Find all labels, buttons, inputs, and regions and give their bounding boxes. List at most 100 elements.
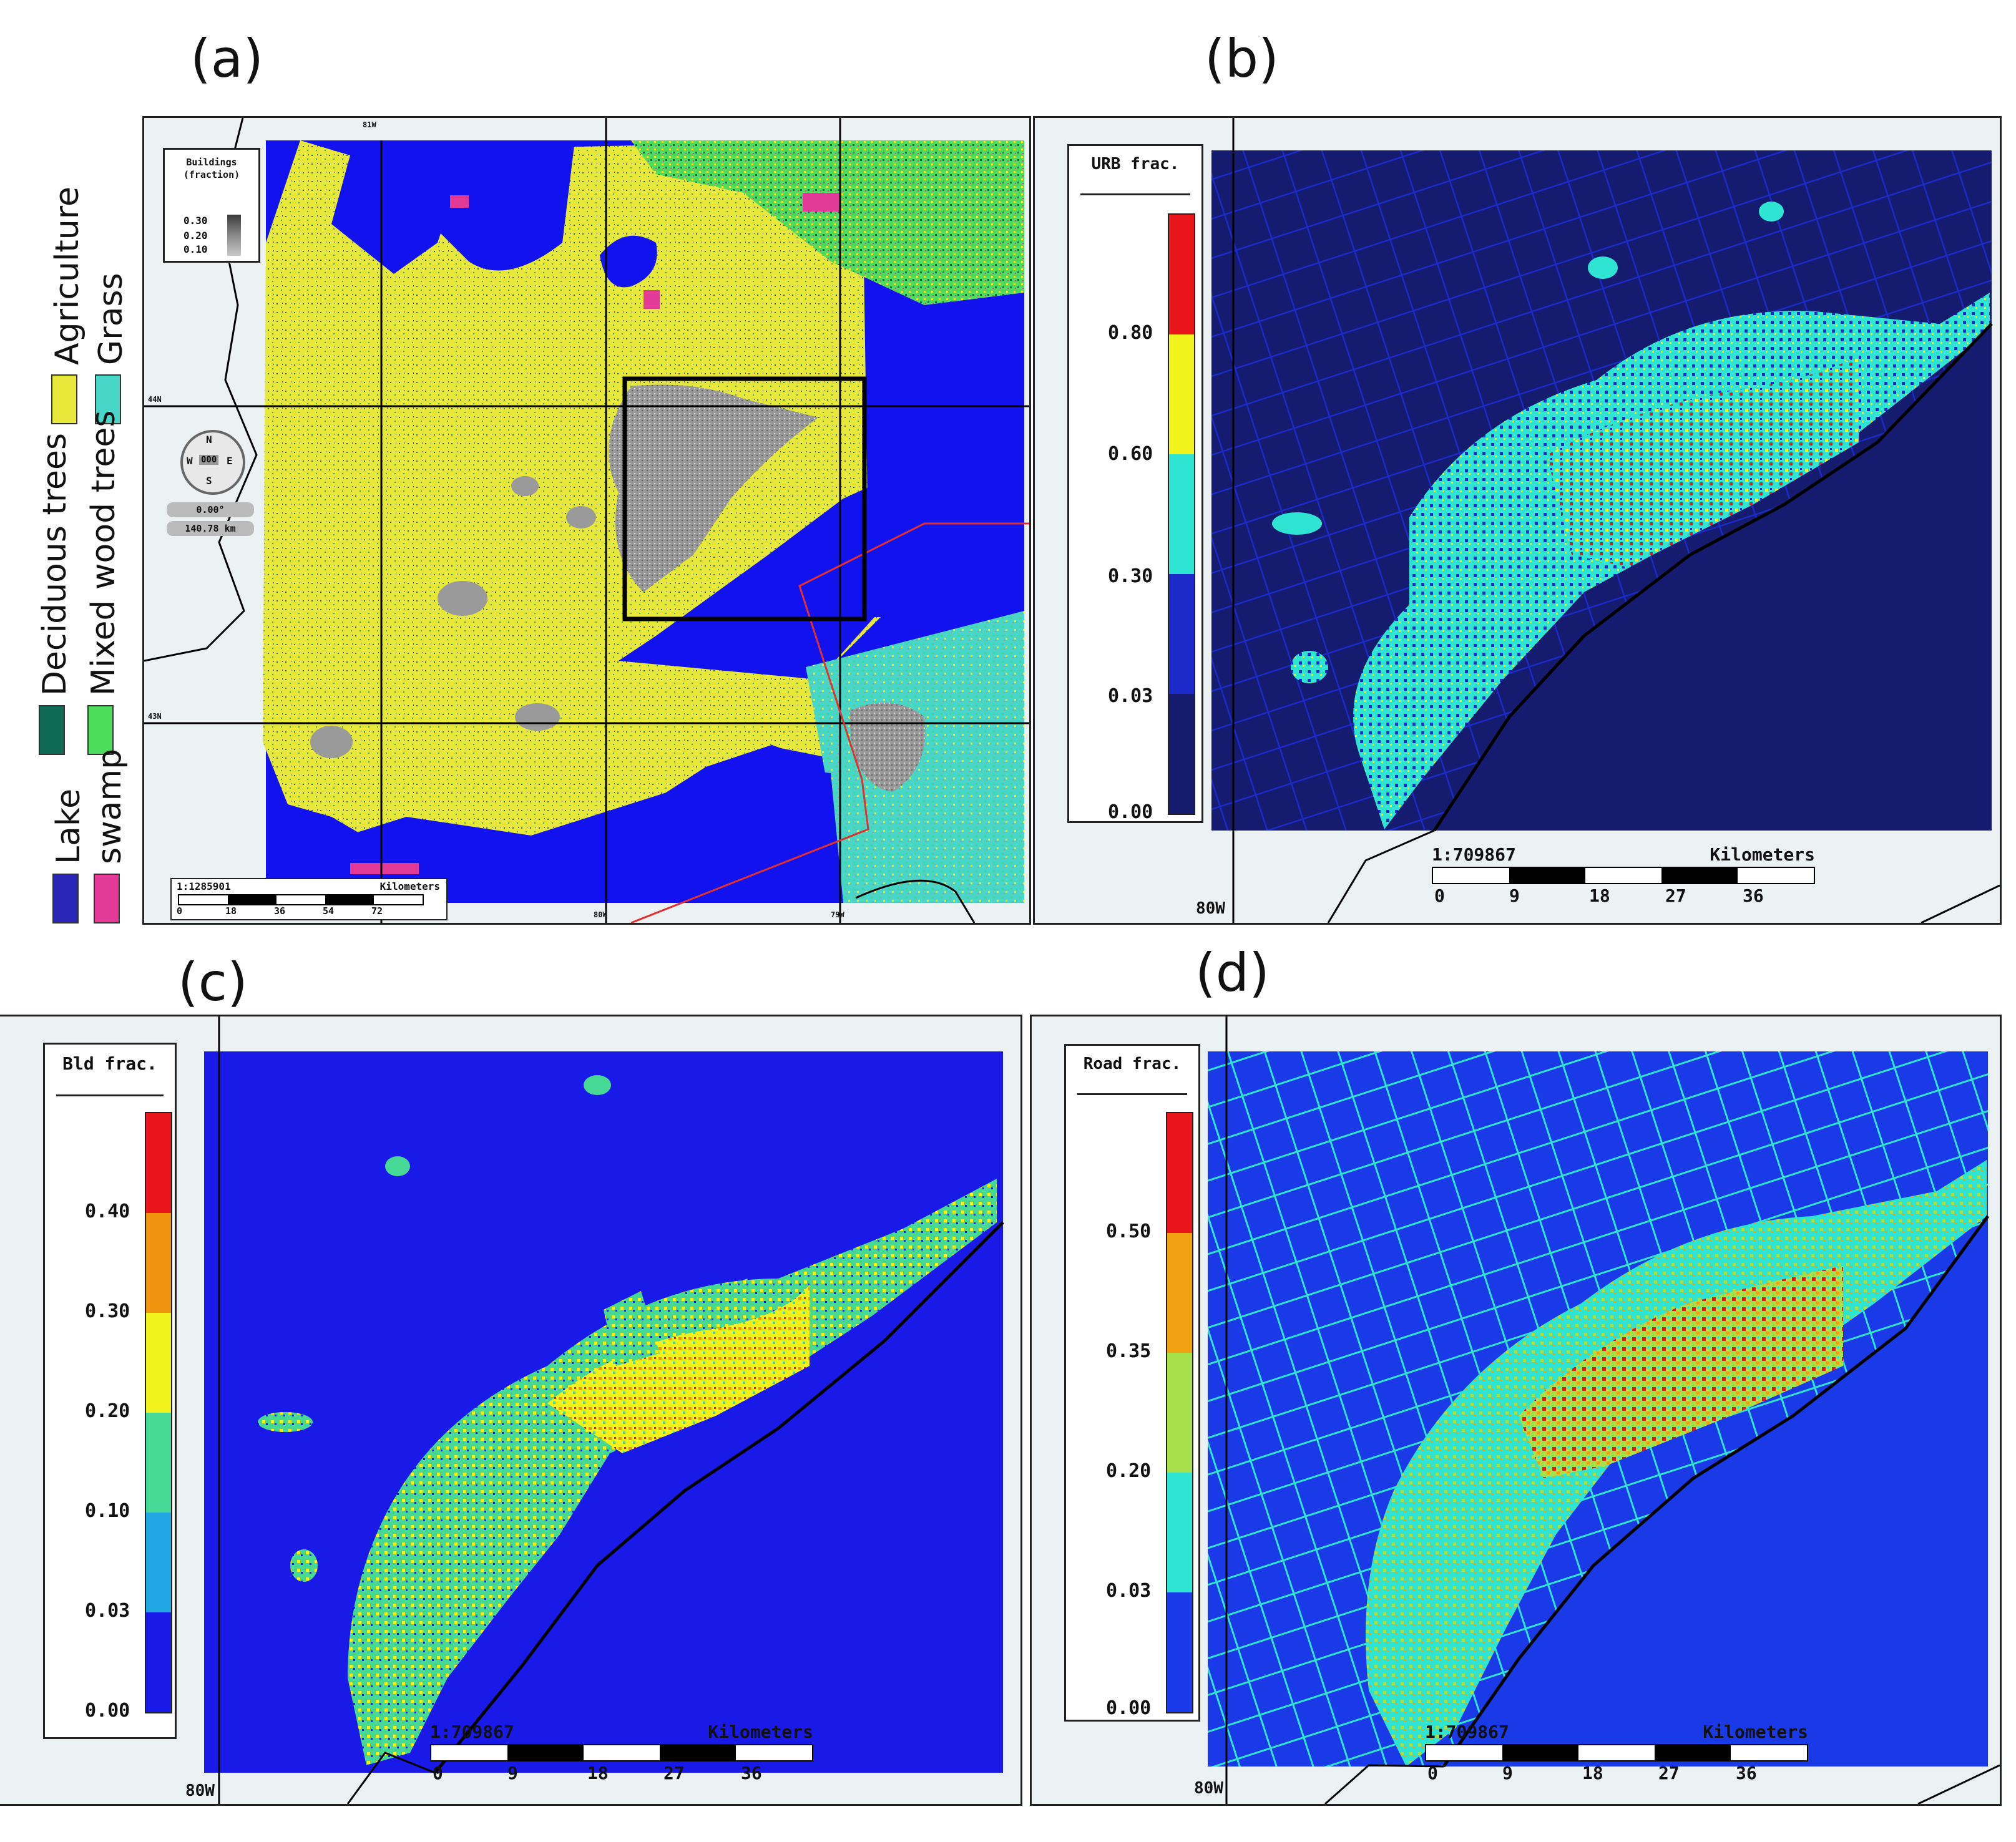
panel-a-scale-tick: 72 (371, 905, 383, 917)
panel-c-color-band (146, 1413, 171, 1513)
panel-a-lat-label: 44N (148, 395, 162, 404)
compass-distance: 140.78 km (167, 521, 254, 536)
swamp-label: swamp (91, 748, 129, 864)
panel-a-scale-bar-segments (178, 894, 424, 905)
panel-c-legend: Bld frac. 0.40 0.30 0.20 0.10 0.03 0.00 (43, 1043, 177, 1739)
panel-c-legend-title: Bld frac. (62, 1053, 157, 1074)
panel-d-scale-tick: 9 (1502, 1763, 1513, 1783)
panel-b-legend: URB frac. 0.80 0.60 0.30 0.03 0.00 (1067, 144, 1203, 823)
panel-b-scale-tick: 18 (1589, 885, 1610, 906)
panel-b-urban-map (1211, 118, 2000, 923)
panel-c-scale-tick: 36 (741, 1763, 762, 1783)
panel-d-tick: 0.20 (1106, 1460, 1152, 1482)
compass-s: S (206, 475, 212, 487)
panel-c-colorbar (145, 1112, 172, 1713)
panel-d-label: (d) (1195, 942, 1270, 1003)
panel-b-colorbar (1168, 213, 1195, 815)
panel-a-scalebar: 1:1285901 Kilometers 0 18 36 54 72 (170, 878, 448, 920)
panel-b-color-band (1169, 694, 1194, 814)
panel-d-color-band (1167, 1592, 1192, 1712)
compass-angle: 0.00° (167, 502, 254, 517)
panel-c-tick: 0.40 (85, 1201, 130, 1222)
panel-a-scale-tick: 0 (177, 905, 183, 917)
compass-e: E (227, 455, 233, 467)
panel-c-tick: 0.00 (85, 1700, 130, 1722)
panel-c-scale-tick: 0 (433, 1763, 443, 1783)
panel-d-road-map (1208, 1016, 2000, 1804)
compass-widget: N S W E 000 0.00° 140.78 km (167, 430, 254, 546)
panel-c-color-band (146, 1312, 171, 1413)
panel-a-map: Buildings (fraction) 0.30 0.20 0.10 N S … (142, 116, 1031, 925)
panel-c-scale-tick: 18 (587, 1763, 609, 1783)
building-tick-010: 0.10 (183, 243, 208, 255)
panel-d-map: Road frac. 0.50 0.35 0.20 0.03 0.00 80W … (1030, 1015, 2002, 1806)
panel-d-scale-tick: 36 (1736, 1763, 1757, 1783)
compass-center: 000 (199, 455, 219, 465)
panel-b-lon-label: 80W (1196, 899, 1225, 918)
panel-c-building-map (204, 1016, 1004, 1804)
mixed-wood-swatch (87, 705, 114, 755)
panel-a-lon-label: 81W (363, 120, 376, 129)
panel-d-lon-label: 80W (1194, 1779, 1223, 1798)
panel-a-scale-tick: 36 (274, 905, 286, 917)
panel-b-label: (b) (1205, 28, 1279, 89)
panel-b-scale-unit: Kilometers (1710, 844, 1815, 865)
panel-c-scalebar: 1:709867 Kilometers 0 9 18 27 36 (430, 1722, 817, 1786)
panel-d-scale-ratio: 1:709867 (1425, 1722, 1509, 1742)
panel-d-color-band (1167, 1233, 1192, 1353)
panel-a-scale-ratio: 1:1285901 (177, 880, 231, 892)
panel-c-legend-rule (56, 1094, 164, 1096)
panel-c-color-band (146, 1213, 171, 1313)
panel-b-scale-tick: 27 (1665, 885, 1686, 906)
panel-b-tick: 0.80 (1108, 322, 1153, 344)
panel-b-color-band (1169, 454, 1194, 574)
panel-d-legend: Road frac. 0.50 0.35 0.20 0.03 0.00 (1064, 1044, 1200, 1722)
panel-b-scalebar: 1:709867 Kilometers 0 9 18 27 36 (1432, 844, 1819, 909)
panel-c-scale-bar-segments (430, 1744, 813, 1762)
panel-d-tick: 0.00 (1106, 1697, 1152, 1719)
panel-d-color-band (1167, 1113, 1192, 1233)
building-tick-030: 0.30 (183, 215, 208, 227)
panel-b-scale-ratio: 1:709867 (1432, 844, 1516, 865)
panel-a-label: (a) (190, 28, 264, 89)
panel-d-scale-tick: 0 (1427, 1763, 1438, 1783)
panel-b-scale-tick: 9 (1509, 885, 1520, 906)
panel-d-scale-tick: 18 (1582, 1763, 1603, 1783)
mixed-wood-label: Mixed wood trees (85, 410, 122, 696)
panel-d-scale-unit: Kilometers (1703, 1722, 1808, 1742)
panel-c-scale-tick: 9 (507, 1763, 518, 1783)
panel-d-colorbar (1166, 1112, 1193, 1713)
panel-b-legend-rule (1080, 193, 1190, 195)
panel-a-lon-label: 79W (831, 910, 844, 919)
swamp-swatch (94, 874, 120, 923)
lake-label: Lake (50, 788, 87, 864)
panel-b-scale-bar-segments (1432, 867, 1815, 884)
compass-w: W (187, 455, 193, 467)
panel-b-color-band (1169, 215, 1194, 334)
panel-b-color-band (1169, 574, 1194, 694)
compass-n: N (206, 434, 212, 446)
panel-c-scale-ratio: 1:709867 (430, 1722, 514, 1742)
panel-c-tick: 0.20 (85, 1400, 130, 1422)
panel-a-scale-unit: Kilometers (379, 880, 440, 892)
panel-b-scale-tick: 0 (1434, 885, 1445, 906)
panel-c-map: Bld frac. 0.40 0.30 0.20 0.10 0.03 0.00 … (0, 1015, 1022, 1806)
panel-b-color-band (1169, 334, 1194, 454)
panel-c-lon-label: 80W (185, 1781, 215, 1800)
panel-c-tick: 0.10 (85, 1500, 130, 1522)
panel-d-color-band (1167, 1473, 1192, 1592)
panel-d-legend-rule (1077, 1093, 1187, 1095)
panel-a-lon-label: 80W (594, 910, 607, 919)
panel-a-scale-tick: 18 (225, 905, 237, 917)
panel-c-label: (c) (178, 952, 248, 1013)
agriculture-label: Agriculture (49, 187, 86, 365)
panel-d-legend-title: Road frac. (1083, 1055, 1182, 1073)
panel-d-scale-tick: 27 (1658, 1763, 1680, 1783)
buildings-legend: Buildings (fraction) 0.30 0.20 0.10 (163, 148, 260, 263)
panel-c-scale-unit: Kilometers (708, 1722, 813, 1742)
panel-a-scale-tick: 54 (323, 905, 335, 917)
agriculture-swatch (51, 374, 77, 424)
panel-d-tick: 0.50 (1106, 1221, 1152, 1242)
panel-b-tick: 0.00 (1108, 801, 1153, 823)
panel-c-tick: 0.03 (85, 1600, 130, 1622)
